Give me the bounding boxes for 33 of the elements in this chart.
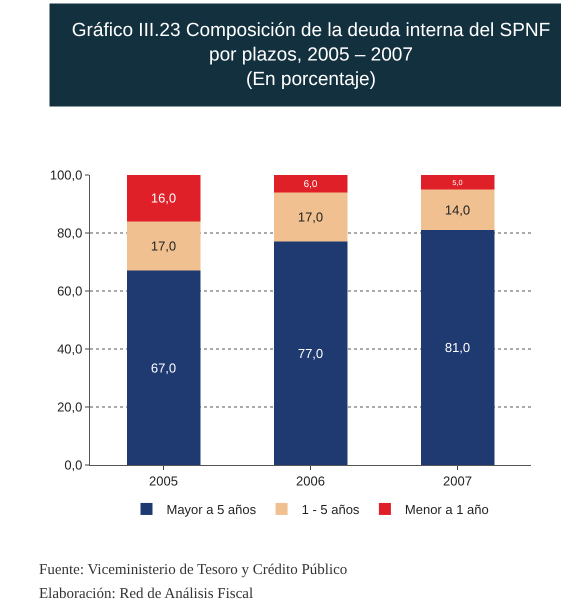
data-label: 77,0 bbox=[298, 346, 324, 361]
bar bbox=[274, 175, 348, 192]
bar bbox=[126, 175, 200, 222]
bar bbox=[420, 175, 494, 190]
y-tick-label: 100,0 bbox=[50, 168, 82, 183]
data-label: 81,0 bbox=[444, 340, 470, 356]
y-tick-label: 40,0 bbox=[57, 342, 82, 357]
legend-label: 1 - 5 años bbox=[302, 502, 360, 518]
bar bbox=[126, 270, 200, 465]
x-tick-label: 2006 bbox=[296, 474, 325, 489]
bar bbox=[274, 242, 348, 465]
data-label: 16,0 bbox=[150, 190, 176, 206]
bar bbox=[420, 230, 494, 465]
legend-label: Menor a 1 año bbox=[404, 502, 489, 518]
x-tick-label: 2007 bbox=[443, 474, 472, 489]
bar bbox=[126, 221, 200, 271]
data-label: 17,0 bbox=[298, 210, 324, 225]
y-tick-label: 80,0 bbox=[57, 226, 82, 241]
data-label: 14,0 bbox=[444, 202, 470, 218]
data-label: 17,0 bbox=[150, 238, 176, 254]
chart-title: Gráfico III.23 Composición de la deuda interna del SPNF por plazos, 2005 – 2007 bbox=[72, 20, 550, 66]
x-tick-label: 2005 bbox=[149, 474, 178, 489]
y-tick-label: 20,0 bbox=[57, 400, 82, 415]
bar bbox=[420, 190, 494, 230]
bar bbox=[274, 192, 348, 242]
data-label: 67,0 bbox=[150, 360, 176, 376]
data-label: 6,0 bbox=[304, 179, 318, 190]
y-tick-label: 0,0 bbox=[64, 458, 82, 473]
source-note: Fuente: Viceministerio de Tesoro y Crédito Público bbox=[39, 562, 348, 578]
y-tick-label: 60,0 bbox=[57, 284, 82, 299]
text: Elaboración: Red de Análisis Fiscal bbox=[39, 586, 254, 600]
chart-subtitle: (En porcentaje) bbox=[246, 69, 376, 90]
legend-label: Mayor a 5 años bbox=[166, 502, 257, 518]
